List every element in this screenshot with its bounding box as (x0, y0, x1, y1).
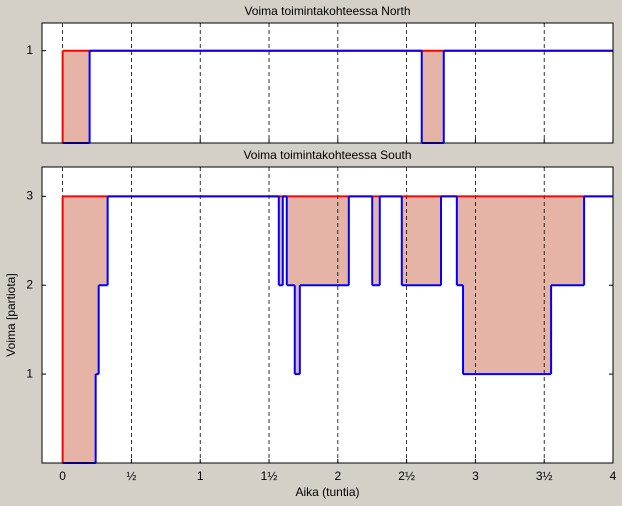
chart-title: Voima toimintakohteessa South (243, 148, 411, 162)
x-tick-label: 1½ (261, 469, 278, 483)
y-tick-label: 3 (26, 189, 33, 203)
x-tick-label: 2 (334, 469, 341, 483)
x-tick-label: 4 (610, 469, 617, 483)
x-tick-label: 0 (59, 469, 66, 483)
x-tick-label: 3 (472, 469, 479, 483)
x-tick-label: 2½ (398, 469, 415, 483)
gap-fill (62, 196, 614, 464)
y-axis-label: Voima [partiota] (4, 273, 18, 356)
x-tick-label: 3½ (536, 469, 553, 483)
series (62, 195, 613, 464)
series (62, 49, 613, 144)
x-tick-label: ½ (126, 469, 136, 483)
axes-background (42, 23, 613, 143)
y-tick-label: 2 (26, 277, 33, 291)
y-tick-label: 1 (26, 366, 33, 380)
chart-title: Voima toimintakohteessa North (244, 4, 410, 18)
x-tick-label: 1 (197, 469, 204, 483)
axes-frame (41, 22, 614, 144)
y-tick-label: 1 (26, 43, 33, 57)
x-axis-label: Aika (tuntia) (295, 485, 359, 499)
axes-frame (41, 166, 614, 464)
